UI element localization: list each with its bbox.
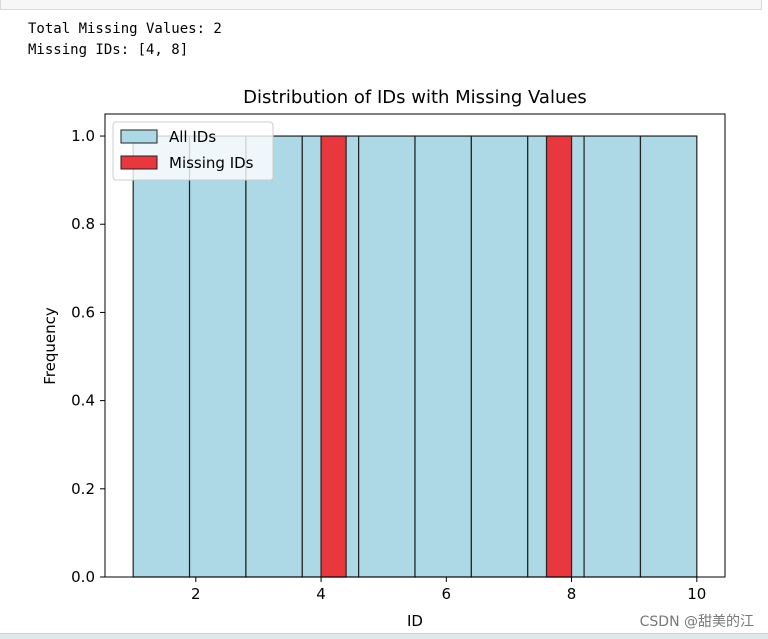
output-line-total-missing: Total Missing Values: 2 — [28, 21, 222, 37]
bar-missing-ids-1 — [320, 135, 347, 578]
chart-title: Distribution of IDs with Missing Values — [243, 87, 587, 108]
bar-all-ids-10 — [639, 135, 698, 578]
y-axis-label: Frequency — [41, 307, 59, 385]
bar-all-ids-6 — [414, 135, 472, 578]
bar-all-ids-9 — [583, 135, 642, 578]
x-axis-label: ID — [407, 612, 423, 630]
output-line-missing-ids: Missing IDs: [4, 8] — [28, 42, 189, 58]
x-tick-label-2: 2 — [191, 585, 201, 603]
y-tick-label-0.6: 0.6 — [71, 303, 95, 321]
watermark: CSDN @甜美的江 — [639, 614, 754, 630]
bar-all-ids-1 — [132, 135, 191, 578]
y-tick-label-0.2: 0.2 — [71, 480, 95, 498]
y-tick-label-0.8: 0.8 — [71, 215, 95, 233]
bar-all-ids-2 — [188, 135, 247, 578]
x-tick-label-10: 10 — [687, 585, 706, 603]
y-tick-label-1: 1.0 — [71, 127, 95, 145]
y-tick-label-0: 0.0 — [71, 568, 95, 586]
legend-label-2: Missing IDs — [169, 154, 254, 172]
bar-all-ids-5 — [358, 135, 416, 578]
bar-all-ids-3 — [245, 135, 303, 578]
bar-all-ids-7 — [470, 135, 529, 578]
legend-swatch-2 — [120, 155, 158, 170]
x-tick-label-8: 8 — [567, 585, 577, 603]
legend-label-1: All IDs — [169, 128, 216, 146]
y-tick-label-0.4: 0.4 — [71, 392, 95, 410]
bottom-scrollbar-strip — [0, 633, 768, 639]
plot-frame — [104, 113, 726, 578]
legend: All IDs Missing IDs — [112, 121, 274, 181]
previous-cell-border — [0, 0, 762, 10]
x-tick-label-4: 4 — [316, 585, 326, 603]
bar-missing-ids-2 — [545, 135, 573, 578]
legend-swatch-1 — [120, 129, 158, 144]
x-tick-label-6: 6 — [442, 585, 452, 603]
